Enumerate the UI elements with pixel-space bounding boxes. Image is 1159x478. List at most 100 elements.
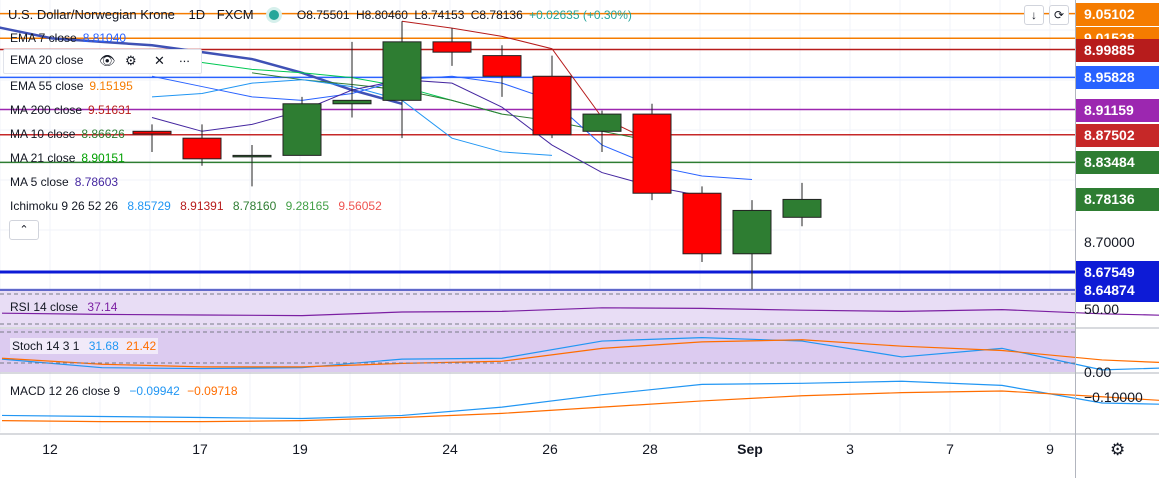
ma-line [151,79,703,197]
stoch-d-value: 21.42 [126,339,157,353]
more-icon[interactable]: ∙∙∙ [179,53,190,68]
time-axis-label: 12 [42,441,58,457]
close-icon[interactable]: ✕ [154,53,165,68]
pane-band [0,329,1075,372]
price-axis-label: 8.99885 [1076,38,1159,62]
time-axis-label: Sep [737,441,763,457]
legend-ma200[interactable]: MA 200 close 9.51631 [10,101,131,119]
legend-ema55[interactable]: EMA 55 close 9.15195 [10,77,133,95]
candle-body [232,154,272,158]
time-axis-label: 3 [846,441,854,457]
legend-ma21[interactable]: MA 21 close 8.90151 [10,149,125,167]
candle [782,182,822,227]
ichimoku-value-4: 9.28165 [285,199,330,213]
legend-label: MA 10 close [10,127,76,141]
candle-body [132,130,172,135]
time-axis-label: 7 [946,441,954,457]
legend-value: 8.81040 [82,31,127,45]
candle [732,200,772,290]
interval-label: 1D [188,7,206,22]
download-button[interactable]: ↓ [1024,5,1044,25]
chart-header: U.S. Dollar/Norwegian Krone 1D FXCM O8.7… [8,6,632,24]
candle-body [482,55,522,77]
candle [682,186,722,263]
legend-ema7[interactable]: EMA 7 close 8.81040 [10,29,126,47]
rsi-label: RSI 14 close [10,300,79,314]
macd-value: −0.09942 [129,384,180,398]
legend-label: MA 21 close [10,151,76,165]
legend-label: Ichimoku 9 26 52 26 [10,199,119,213]
candle-body [682,192,722,255]
settings-gear-icon[interactable]: ⚙ [1110,440,1126,459]
refresh-button[interactable]: ⟳ [1049,5,1069,25]
stoch-k-line [1,336,1159,371]
candle-body [632,113,672,194]
candle-body [732,209,772,255]
price-axis-label: 8.64874 [1076,279,1159,303]
price-axis-label: 8.67549 [1076,261,1159,285]
candle [432,28,472,66]
price-axis-label: 8.91159 [1076,98,1159,122]
legend-value: 8.90151 [81,151,125,165]
source-label: FXCM [216,7,254,22]
price-axis-label-plain: 8.70000 [1084,234,1135,250]
candle [332,41,372,118]
macd-line [1,380,1159,420]
legend-ichimoku[interactable]: Ichimoku 9 26 52 26 8.85729 8.91391 8.78… [10,197,382,215]
rsi-legend[interactable]: RSI 14 close 37.14 [10,300,117,314]
eye-icon[interactable]: 👁 [99,53,116,68]
time-axis-label: 17 [192,441,208,457]
candle-body [282,103,322,156]
indicator-panes [0,291,1159,423]
change-value: +0.02635 (+0.30%) [529,8,632,22]
stoch-axis-label: 0.00 [1084,364,1112,380]
candle [582,110,622,152]
legend-label: MA 200 close [10,103,83,117]
gear-icon[interactable]: ⚙ [125,53,137,68]
stoch-legend[interactable]: Stoch 14 3 1 31.68 21.42 [10,338,159,354]
price-axis-label: 8.83484 [1076,151,1159,175]
legend-value: 9.51631 [88,103,132,117]
legend-label: EMA 20 close [10,53,84,67]
macd-axis-label: −0.10000 [1084,389,1143,405]
candle-body [332,99,372,105]
legend-value: 8.86626 [81,127,125,141]
collapse-legend-button[interactable]: ⌃ [9,220,39,240]
legend-ma10[interactable]: MA 10 close 8.86626 [10,125,125,143]
legend-value: 8.78603 [74,175,119,189]
ma-line [0,26,403,105]
price-axis-label: 8.78136 [1076,188,1159,212]
candle [482,45,522,97]
rsi-value: 37.14 [87,300,118,314]
high-value: H8.80460 [355,8,408,22]
legend-ema20[interactable]: EMA 20 close 👁 ⚙ ✕ ∙∙∙ [3,49,202,74]
legend-label: EMA 55 close [10,79,84,93]
candle-body [782,198,822,218]
time-axis-label: 28 [642,441,658,457]
market-status-icon [269,10,280,20]
candle [282,96,322,156]
symbol-title: U.S. Dollar/Norwegian Krone [8,7,175,22]
candle [382,21,422,139]
ichimoku-value-5: 9.56052 [338,199,382,213]
low-value: L8.74153 [414,8,465,22]
price-axis-label: 8.95828 [1076,66,1159,90]
candle-body [382,41,422,101]
ichimoku-value-3: 8.78160 [232,199,277,213]
rsi-line [1,307,1159,317]
time-axis-label: 19 [292,441,308,457]
macd-signal-line [1,390,1159,423]
macd-label: MACD 12 26 close 9 [10,384,121,398]
time-axis-label: 9 [1046,441,1054,457]
legend-value: 9.15195 [89,79,133,93]
open-value: O8.75501 [296,8,350,22]
candle [532,55,572,139]
price-axis-label: 9.05102 [1076,2,1159,26]
macd-legend[interactable]: MACD 12 26 close 9 −0.09942 −0.09718 [10,384,238,398]
candle [632,103,672,201]
candle-body [582,113,622,132]
legend-ma5[interactable]: MA 5 close 8.78603 [10,173,118,191]
ohlc-values: O8.75501 H8.80460 L8.74153 C8.78136 +0.0… [297,8,632,22]
